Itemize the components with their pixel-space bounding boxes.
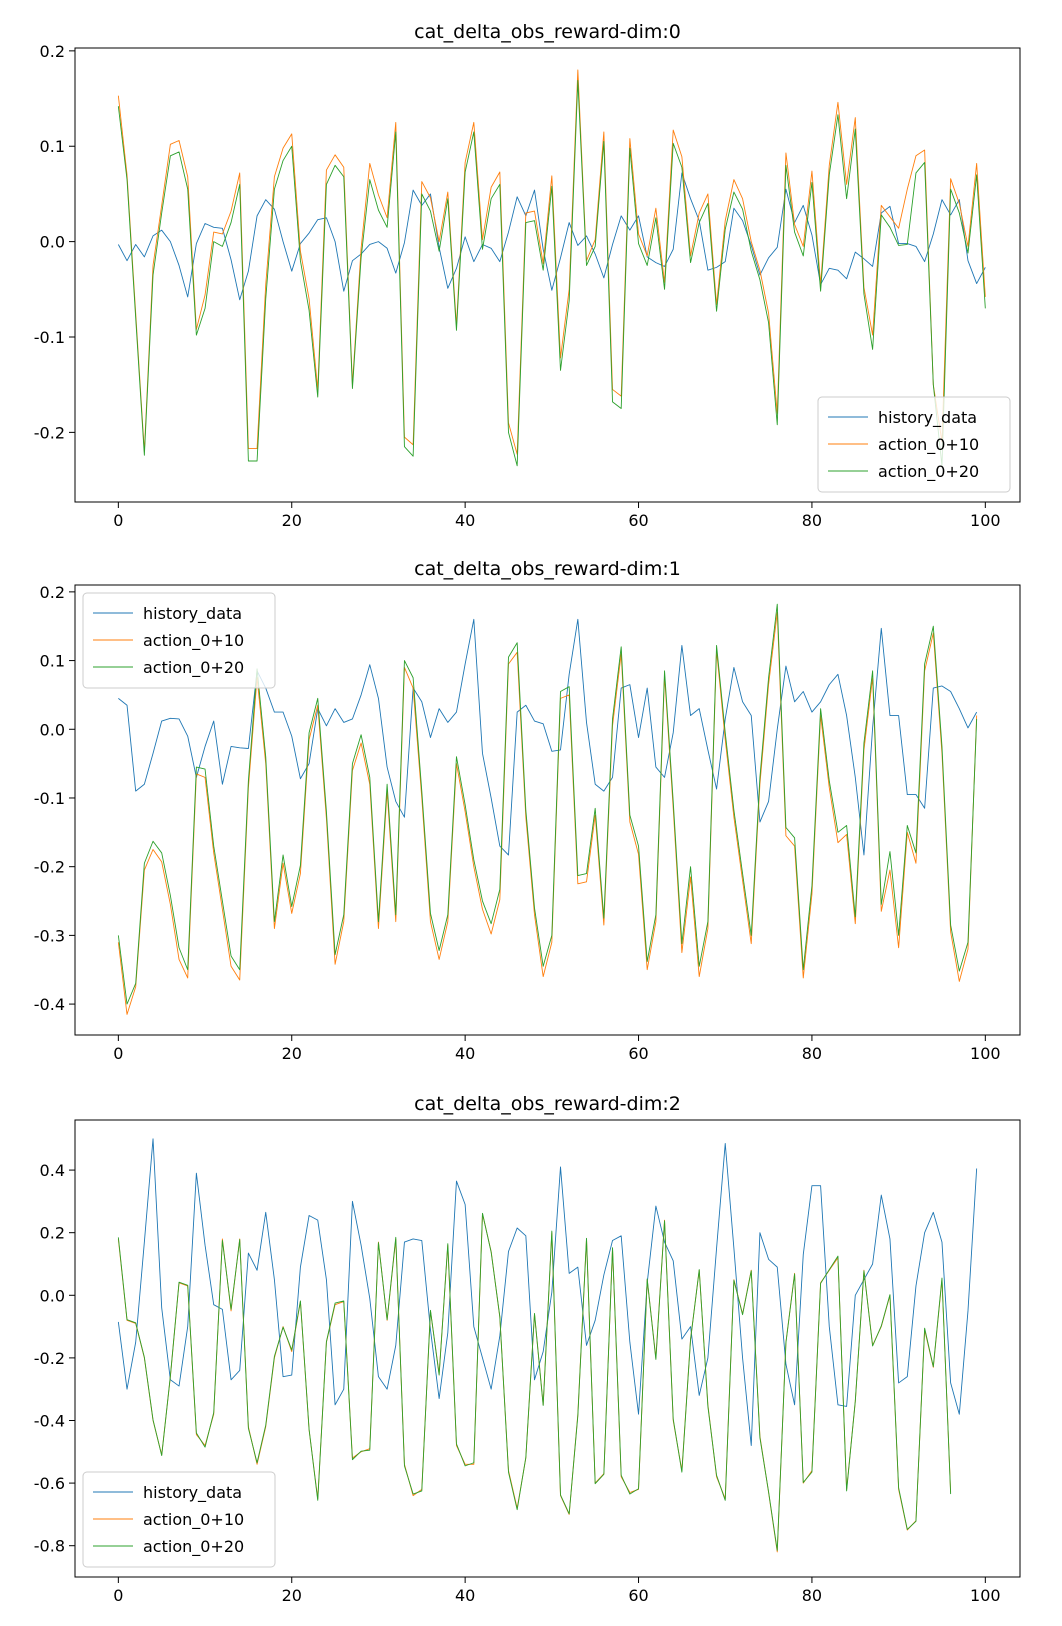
legend-box [82, 592, 276, 689]
x-tick-label: 40 [455, 1586, 475, 1605]
y-tick-label: -0.6 [34, 1474, 65, 1493]
series-line-action_0+10 [117, 612, 978, 1015]
x-tick-label: 0 [113, 511, 123, 530]
x-tick-label: 60 [628, 1044, 648, 1063]
y-tick-label: 0.0 [40, 233, 65, 252]
y-tick-label: 0.2 [40, 42, 65, 61]
x-tick-label: 0 [113, 1044, 123, 1063]
y-tick-label: -0.1 [34, 789, 65, 808]
y-tick-label: 0.1 [40, 137, 65, 156]
y-tick-label: 0.1 [40, 652, 65, 671]
y-tick-label: 0.2 [40, 1224, 65, 1243]
x-tick-label: 40 [455, 511, 475, 530]
x-tick-label: 100 [970, 1044, 1001, 1063]
x-tick-label: 40 [455, 1044, 475, 1063]
series-line-history_data [117, 172, 986, 301]
chart-title: cat_delta_obs_reward-dim:1 [414, 558, 681, 580]
y-tick-label: -0.2 [34, 1349, 65, 1368]
y-tick-label: 0.4 [40, 1161, 65, 1180]
x-tick-label: 60 [628, 511, 648, 530]
legend: history_data action_0+10 action_0+20 [817, 396, 1011, 493]
x-tick-label: 20 [282, 1044, 302, 1063]
plot-frame [74, 584, 1021, 1036]
y-tick-label: -0.4 [34, 1411, 65, 1430]
y-tick-label: 0.0 [40, 1286, 65, 1305]
legend-label: action_0+10 [878, 435, 979, 455]
y-tick-label: -0.3 [34, 926, 65, 945]
legend-box [817, 396, 1011, 493]
chart-panel-0: cat_delta_obs_reward-dim:0 0 20 40 60 80 100 0.… [34, 21, 1021, 530]
x-tick-label: 60 [628, 1586, 648, 1605]
series-line-action_0+10 [117, 69, 986, 455]
legend-label: action_0+20 [143, 658, 244, 678]
x-tick-label: 80 [802, 1044, 822, 1063]
legend: history_data action_0+10 action_0+20 [82, 592, 276, 689]
y-tick-label: -0.2 [34, 423, 65, 442]
chart-panel-1: cat_delta_obs_reward-dim:1 0 20 40 60 80 100 0.… [34, 558, 1021, 1063]
legend: history_data action_0+10 action_0+20 [82, 1471, 276, 1568]
y-tick-label: 0.0 [40, 720, 65, 739]
legend-box [82, 1471, 276, 1568]
series-line-action_0+20 [117, 603, 978, 1005]
plot-frame [74, 1119, 1021, 1578]
y-tick-label: 0.2 [40, 583, 65, 602]
chart-title: cat_delta_obs_reward-dim:2 [414, 1093, 681, 1115]
legend-label: history_data [143, 604, 242, 624]
plot-frame [74, 47, 1021, 503]
x-tick-label: 20 [282, 1586, 302, 1605]
series-line-action_0+20 [117, 1212, 952, 1551]
legend-label: action_0+20 [878, 462, 979, 482]
chart-title: cat_delta_obs_reward-dim:0 [414, 21, 681, 43]
y-tick-label: -0.8 [34, 1537, 65, 1556]
x-tick-label: 100 [970, 1586, 1001, 1605]
legend-label: action_0+10 [143, 631, 244, 651]
legend-label: action_0+10 [143, 1510, 244, 1530]
y-tick-label: -0.2 [34, 858, 65, 877]
x-tick-label: 0 [113, 1586, 123, 1605]
y-tick-label: -0.1 [34, 328, 65, 347]
x-tick-label: 80 [802, 1586, 822, 1605]
x-tick-label: 80 [802, 511, 822, 530]
x-tick-label: 100 [970, 511, 1001, 530]
legend-label: history_data [143, 1483, 242, 1503]
x-tick-label: 20 [282, 511, 302, 530]
chart-panel-2: cat_delta_obs_reward-dim:2 0 20 40 60 80 100 0.… [34, 1093, 1021, 1605]
y-tick-label: -0.4 [34, 995, 65, 1014]
series-line-action_0+20 [117, 79, 986, 467]
legend-label: history_data [878, 408, 977, 428]
legend-label: action_0+20 [143, 1537, 244, 1557]
